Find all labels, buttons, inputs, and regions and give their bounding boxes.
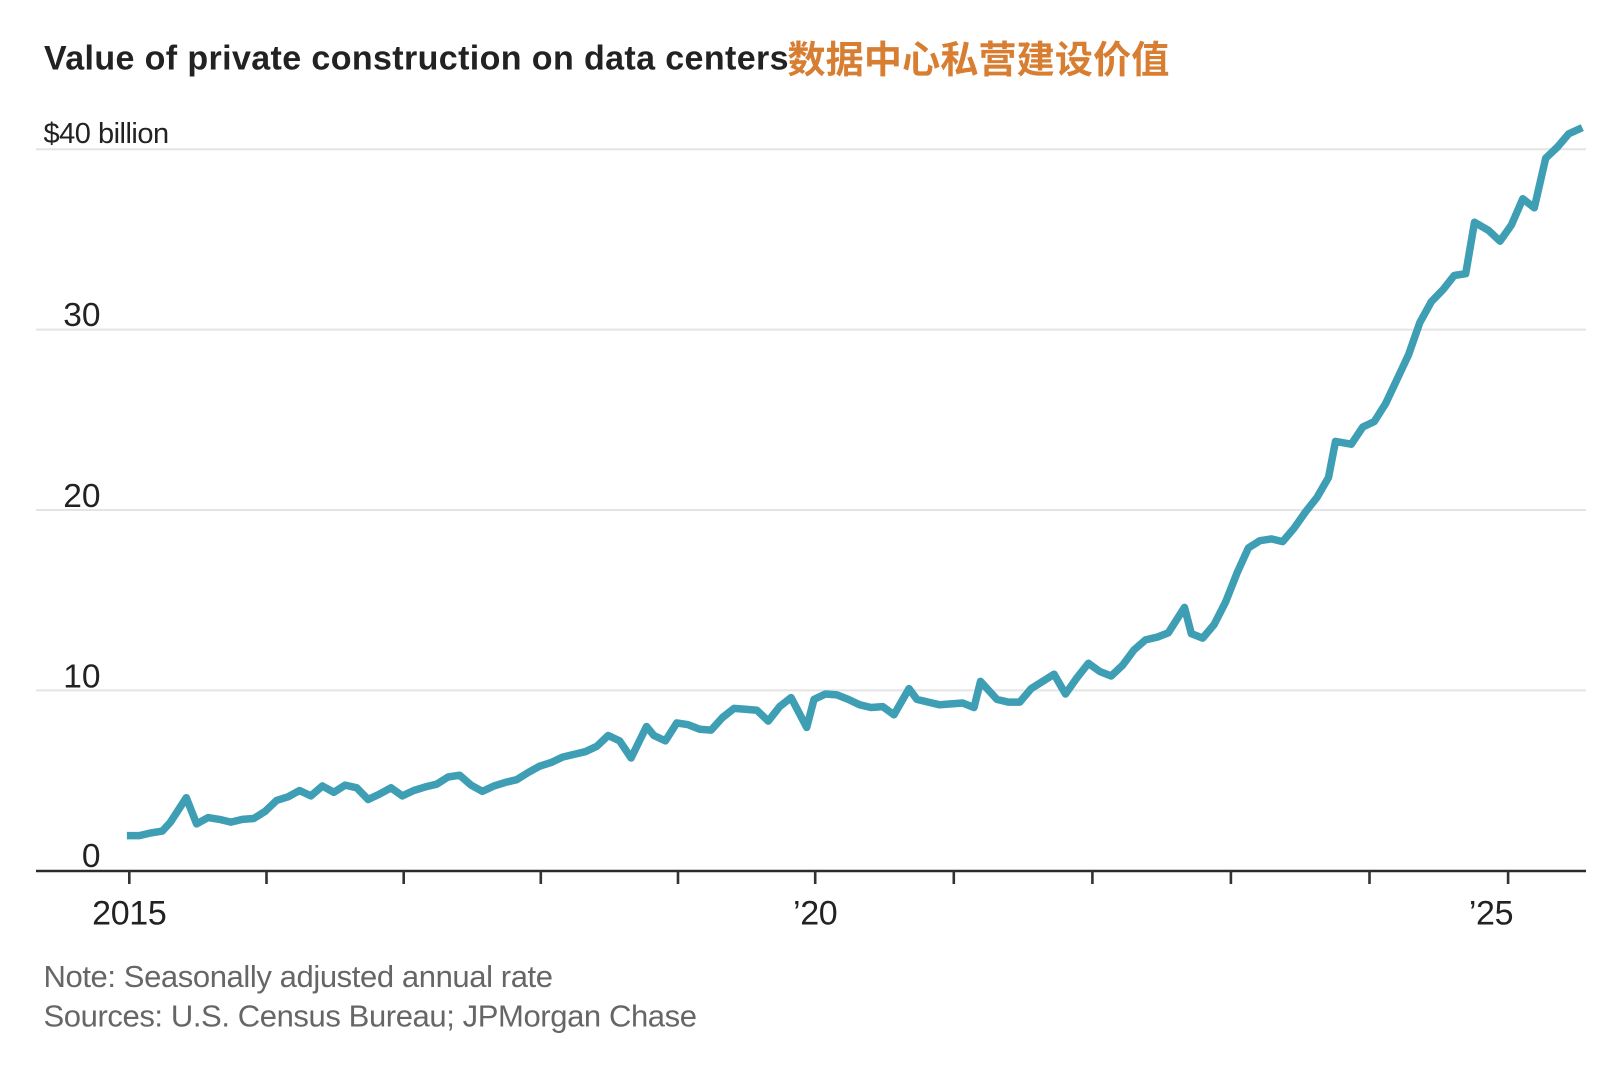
svg-text:Note: Seasonally adjusted annu: Note: Seasonally adjusted annual rate	[44, 959, 553, 994]
svg-text:$40 billion: $40 billion	[44, 118, 169, 150]
svg-text:0: 0	[82, 838, 101, 875]
svg-text:Value of private construction: Value of private construction on data ce…	[44, 40, 789, 78]
svg-text:Sources: U.S. Census Bureau; J: Sources: U.S. Census Bureau; JPMorgan Ch…	[44, 999, 697, 1034]
svg-text:30: 30	[63, 297, 100, 334]
svg-text:’25: ’25	[1469, 895, 1513, 933]
svg-text:20: 20	[63, 478, 100, 515]
svg-text:2015: 2015	[92, 895, 166, 933]
svg-text:10: 10	[63, 659, 100, 696]
svg-text:’20: ’20	[793, 895, 837, 933]
